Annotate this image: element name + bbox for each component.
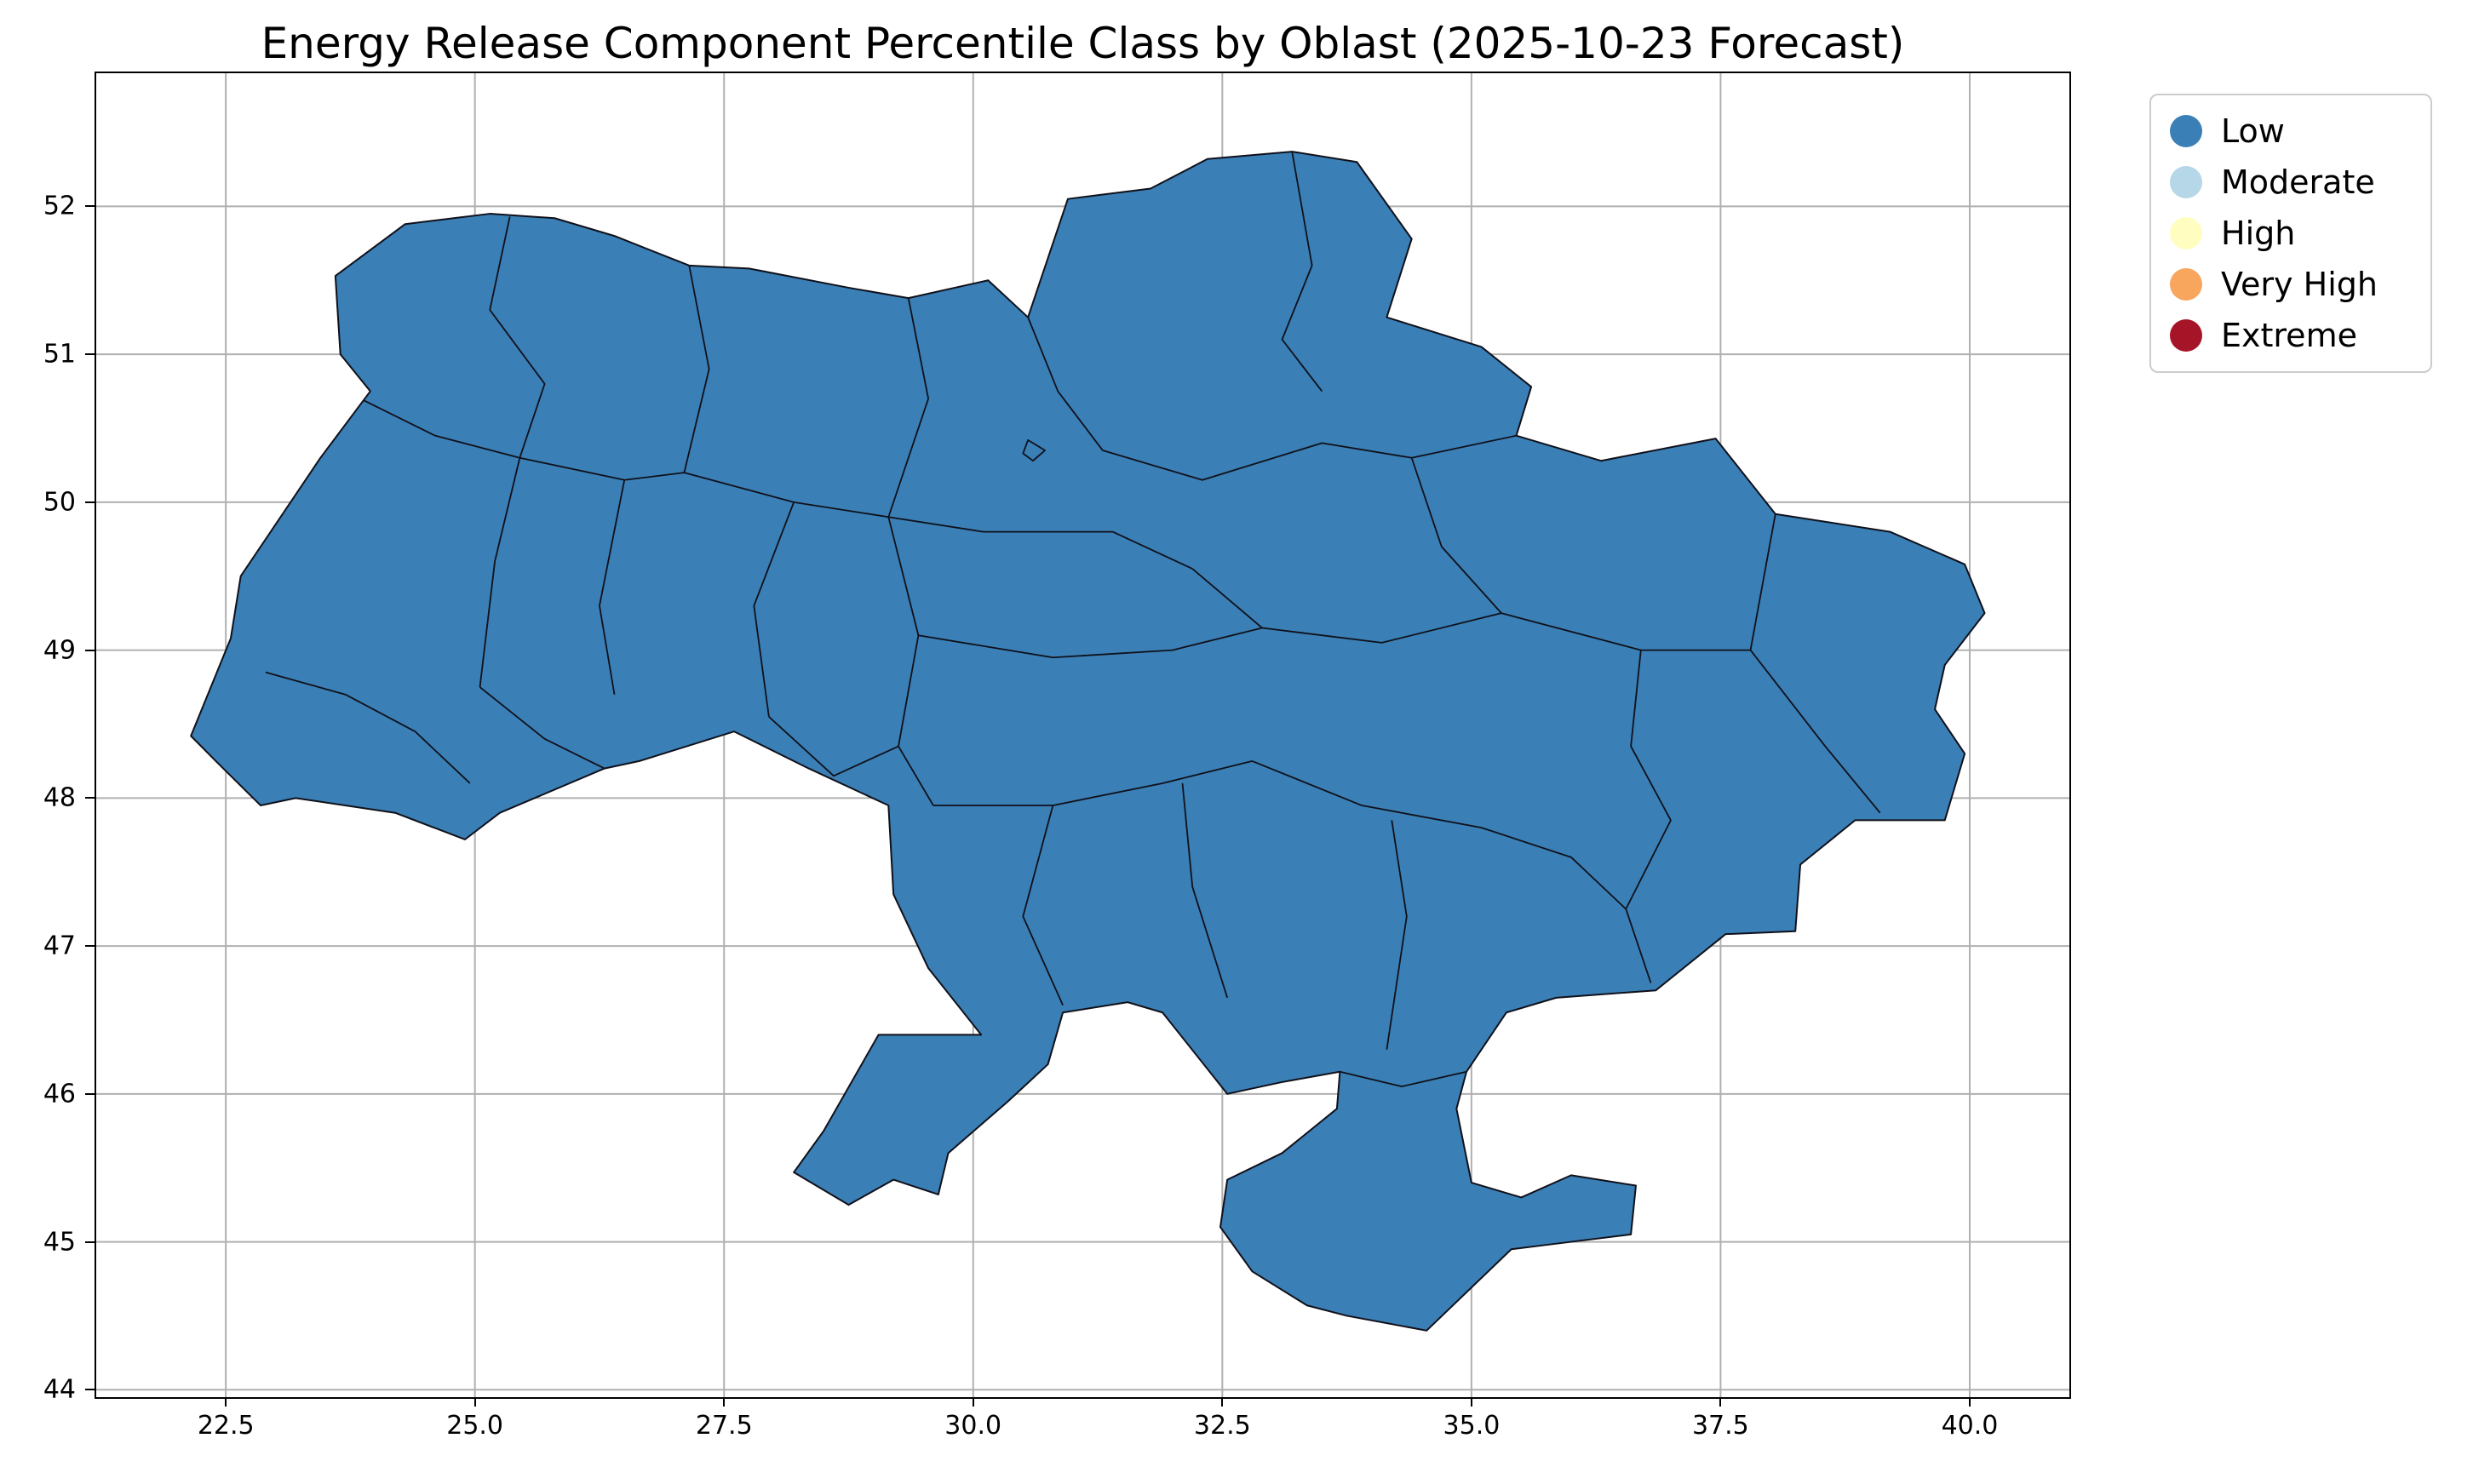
y-tick [85, 205, 95, 208]
oblast-border [918, 628, 1262, 658]
y-tick [85, 353, 95, 356]
oblast-border [490, 217, 544, 458]
legend-item-low: Low [2170, 112, 2408, 150]
oblast-border [1023, 805, 1063, 1006]
x-tick [1719, 1397, 1722, 1407]
y-tick [85, 1092, 95, 1095]
oblast-border [1412, 458, 1501, 613]
oblast-border [1283, 152, 1323, 391]
legend-marker-very-high [2170, 268, 2202, 301]
oblast-border [600, 480, 624, 695]
oblast-border [1028, 318, 1103, 450]
oblast-border [1386, 820, 1406, 1049]
oblast-border [480, 458, 520, 687]
x-tick [1470, 1397, 1472, 1407]
x-tick-label: 22.5 [197, 1411, 255, 1441]
legend: Low Moderate High Very High Extreme [2149, 94, 2432, 373]
x-tick [473, 1397, 476, 1407]
legend-label-very-high: Very High [2221, 266, 2378, 303]
plot-area: 22.5 25.0 27.5 30.0 32.5 35.0 37.5 40.0 … [43, 72, 2071, 1441]
oblast-border [1183, 783, 1228, 998]
legend-label-high: High [2221, 215, 2296, 252]
oblast-border [933, 761, 1252, 805]
oblast-border [888, 517, 933, 805]
oblast-border [1252, 761, 1626, 909]
oblast-border [1023, 440, 1045, 461]
y-tick-label: 48 [43, 782, 76, 813]
y-tick [85, 649, 95, 651]
y-tick-label: 47 [43, 931, 76, 961]
x-tick-label: 25.0 [446, 1411, 504, 1441]
oblast-border [480, 687, 605, 769]
legend-marker-moderate [2170, 166, 2202, 198]
oblast-border [754, 502, 794, 717]
y-tick [85, 797, 95, 799]
y-tick-label: 46 [43, 1079, 76, 1109]
x-tick-label: 30.0 [944, 1411, 1002, 1441]
x-tick [1221, 1397, 1224, 1407]
x-tick-label: 40.0 [1941, 1411, 1999, 1441]
x-tick [972, 1397, 974, 1407]
legend-item-very-high: Very High [2170, 266, 2408, 303]
oblast-border [346, 392, 1193, 569]
oblast-borders [266, 152, 1880, 1086]
y-tick [85, 1240, 95, 1243]
oblast-border [1751, 650, 1880, 813]
legend-marker-high [2170, 217, 2202, 249]
legend-marker-extreme [2170, 319, 2202, 352]
x-tick [723, 1397, 726, 1407]
ukraine-outline [191, 152, 1984, 1331]
x-tick [225, 1397, 227, 1407]
oblast-border [1340, 1072, 1466, 1086]
legend-item-moderate: Moderate [2170, 163, 2408, 201]
oblast-border [1262, 613, 1501, 643]
x-tick-label: 27.5 [695, 1411, 753, 1441]
legend-marker-low [2170, 115, 2202, 147]
oblast-border [1751, 514, 1776, 650]
legend-item-high: High [2170, 215, 2408, 252]
x-tick-label: 32.5 [1193, 1411, 1251, 1441]
legend-label-low: Low [2221, 112, 2285, 150]
y-tick-label: 50 [43, 487, 76, 518]
y-tick-label: 45 [43, 1227, 76, 1258]
y-tick [85, 945, 95, 948]
y-tick-label: 44 [43, 1374, 76, 1405]
oblast-border [769, 717, 898, 776]
y-tick-label: 51 [43, 339, 76, 370]
oblast-border [266, 673, 470, 783]
legend-item-extreme: Extreme [2170, 317, 2408, 354]
oblast-border [1103, 436, 1517, 480]
oblast-border [1626, 650, 1671, 983]
legend-label-extreme: Extreme [2221, 317, 2357, 354]
y-tick-label: 49 [43, 635, 76, 666]
y-tick-label: 52 [43, 191, 76, 221]
chart-title: Energy Release Component Percentile Clas… [261, 19, 1905, 68]
legend-label-moderate: Moderate [2221, 163, 2375, 201]
x-tick-label: 35.0 [1443, 1411, 1501, 1441]
oblast-border [888, 298, 928, 517]
x-tick-label: 37.5 [1691, 1411, 1749, 1441]
map-canvas [96, 73, 2069, 1397]
x-tick [1968, 1397, 1971, 1407]
y-tick [85, 501, 95, 503]
oblast-border [1192, 569, 1262, 627]
oblast-border [684, 266, 709, 473]
y-tick [85, 1389, 95, 1391]
